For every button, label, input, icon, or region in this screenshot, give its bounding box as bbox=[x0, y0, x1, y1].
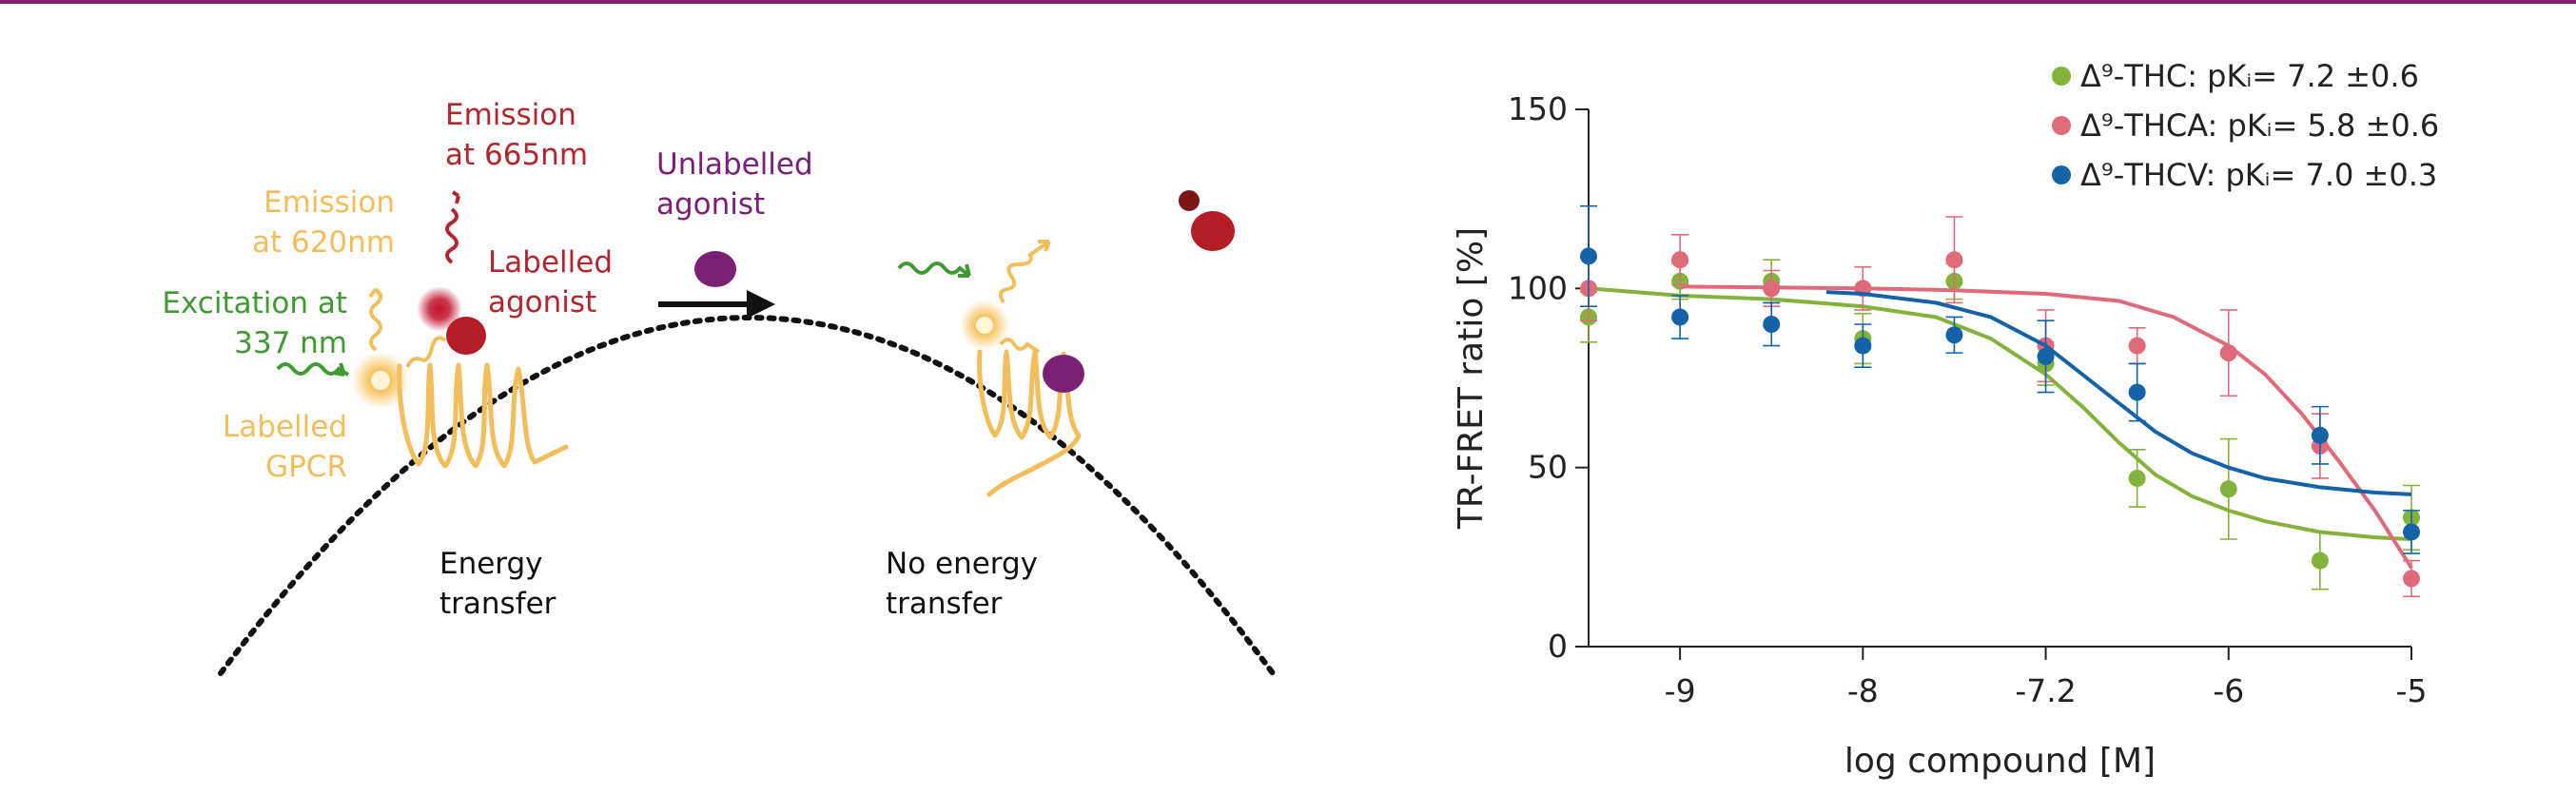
transfer-wave-right bbox=[999, 338, 1041, 354]
data-point bbox=[2219, 344, 2237, 362]
x-tick-label: -5 bbox=[2396, 672, 2428, 709]
data-point bbox=[2403, 523, 2420, 541]
labelled-gpcr-right bbox=[977, 349, 1082, 497]
emission-665-label: Emission at 665nm bbox=[445, 98, 589, 172]
data-point bbox=[1671, 308, 1689, 326]
legend-marker bbox=[2052, 116, 2071, 135]
x-tick-label: -9 bbox=[1665, 672, 1696, 709]
data-point bbox=[1854, 337, 1872, 355]
y-tick-label: 50 bbox=[1528, 449, 1568, 486]
emission-620-label: Emission at 620nm bbox=[251, 185, 395, 260]
data-point bbox=[2128, 469, 2146, 487]
y-axis-title: TR-FRET ratio [%] bbox=[1452, 227, 1491, 530]
legend-marker bbox=[2052, 67, 2071, 86]
data-point bbox=[2128, 337, 2146, 355]
emission-620-wave-right bbox=[998, 240, 1051, 304]
chart-legend: Δ⁹-THC: pKᵢ= 7.2 ±0.6 Δ⁹-THCA: pKᵢ= 5.8 ±… bbox=[2052, 58, 2439, 193]
x-axis-title: log compound [M] bbox=[1844, 742, 2156, 781]
displaced-label-dot bbox=[1179, 190, 1200, 211]
data-point bbox=[1945, 326, 1963, 344]
chart-axes: 0 50 100 150 -9 -8 -7.2 -6 -5 log compound [M] TR-… bbox=[1452, 90, 2427, 781]
data-point bbox=[2128, 383, 2146, 401]
excitation-wave-left bbox=[276, 362, 350, 377]
legend-label: Δ⁹-THC: pKᵢ= 7.2 ±0.6 bbox=[2080, 58, 2419, 94]
x-tick-label: -6 bbox=[2213, 672, 2244, 709]
series-0 bbox=[1580, 259, 2420, 591]
assay-schematic bbox=[218, 190, 1276, 676]
top-border bbox=[0, 0, 2576, 4]
dose-response-chart: 0 50 100 150 -9 -8 -7.2 -6 -5 log compound [M] TR-… bbox=[1452, 58, 2439, 781]
fit-curve bbox=[1588, 286, 2412, 541]
labelled-agonist-label: Labelled agonist bbox=[488, 245, 613, 320]
transfer-wave-left bbox=[405, 336, 447, 368]
data-point bbox=[1580, 247, 1597, 265]
legend-label: Δ⁹-THCA: pKᵢ= 5.8 ±0.6 bbox=[2080, 107, 2439, 144]
legend-marker bbox=[2052, 165, 2071, 184]
y-tick-label: 100 bbox=[1508, 269, 1568, 306]
data-point bbox=[1671, 251, 1689, 269]
emission-665-wave bbox=[445, 207, 459, 264]
chart-series bbox=[1580, 204, 2420, 598]
data-point bbox=[1945, 251, 1963, 269]
excitation-label: Excitation at 337 nm bbox=[162, 286, 347, 360]
x-tick-label: -7.2 bbox=[2015, 672, 2076, 709]
no-energy-transfer-label: No energy transfer bbox=[886, 547, 1039, 621]
data-point bbox=[2219, 480, 2237, 498]
unlabelled-agonist bbox=[694, 251, 736, 287]
x-tick-label: -8 bbox=[1847, 672, 1879, 709]
emission-620-wave-left bbox=[369, 287, 382, 352]
data-point bbox=[2037, 347, 2055, 365]
y-tick-label: 0 bbox=[1548, 628, 1568, 665]
data-point bbox=[2311, 426, 2329, 444]
excitation-wave-right bbox=[897, 261, 971, 278]
unlabelled-agonist-label: Unlabelled agonist bbox=[656, 147, 813, 222]
labelled-agonist-left bbox=[446, 317, 486, 355]
data-point bbox=[2403, 570, 2420, 588]
data-point bbox=[1763, 316, 1781, 333]
labelled-gpcr-label: Labelled GPCR bbox=[223, 410, 347, 484]
data-point bbox=[1763, 280, 1781, 298]
legend-label: Δ⁹-THCV: pKᵢ= 7.0 ±0.3 bbox=[2080, 157, 2437, 193]
acceptor-glow bbox=[417, 286, 462, 332]
series-1 bbox=[1580, 216, 2420, 598]
displaced-labelled-agonist bbox=[1191, 211, 1235, 251]
series-2 bbox=[1580, 204, 2420, 554]
y-tick-label: 150 bbox=[1508, 90, 1568, 127]
energy-transfer-label: Energy transfer bbox=[439, 547, 556, 621]
unlabelled-agonist-bound bbox=[1043, 355, 1084, 393]
data-point bbox=[2311, 552, 2329, 570]
labelled-gpcr-left bbox=[397, 362, 569, 469]
